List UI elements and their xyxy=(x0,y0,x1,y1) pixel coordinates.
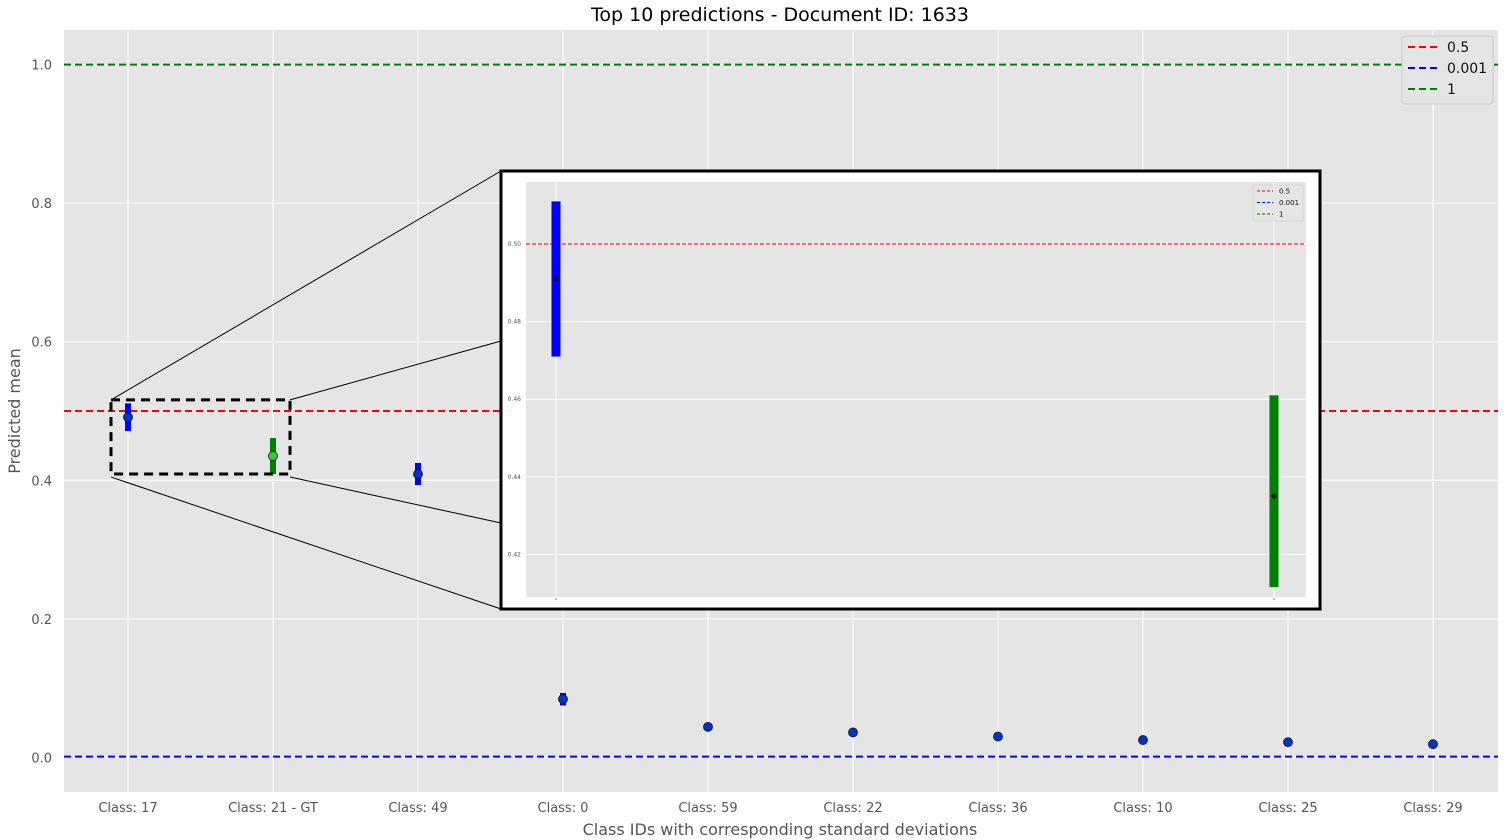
inset-y-tick-label: 0.48 xyxy=(508,319,522,326)
y-tick-label: 0.6 xyxy=(31,336,52,351)
y-axis-label: Predicted mean xyxy=(5,348,24,474)
inset-error-bar xyxy=(1269,395,1279,587)
zoom-region xyxy=(109,398,292,476)
data-point xyxy=(703,721,713,732)
connector-line xyxy=(110,476,502,610)
legend-label: 1 xyxy=(1447,82,1456,98)
x-tick-label: Class: 0 xyxy=(538,801,589,816)
y-tick-label: 0.2 xyxy=(31,613,52,628)
y-tick-label: 0.4 xyxy=(31,474,52,489)
x-tick-label: Class: 17 xyxy=(98,801,157,816)
y-tick-label: 0.0 xyxy=(31,751,52,766)
x-axis-label: Class IDs with corresponding standard de… xyxy=(583,820,978,839)
legend-label: 0.001 xyxy=(1447,61,1487,77)
x-tick-label: Class: 21 - GT xyxy=(228,801,318,816)
inset-legend: 0.5 0.001 1 xyxy=(1252,184,1304,222)
inset-y-tick-label: 0.46 xyxy=(508,396,522,403)
x-tick-label: Class: 10 xyxy=(1113,801,1172,816)
x-tick-label: Class: 49 xyxy=(388,801,447,816)
connector-line xyxy=(289,476,502,524)
x-tick-label: Class: 22 xyxy=(823,801,882,816)
data-point xyxy=(1283,737,1293,748)
data-point xyxy=(123,412,133,423)
inset-legend-label: 0.001 xyxy=(1279,199,1299,207)
data-point xyxy=(558,694,568,705)
data-point xyxy=(1138,735,1148,745)
data-point xyxy=(848,727,858,738)
data-point xyxy=(268,451,278,461)
x-tick-label: Class: 29 xyxy=(1403,801,1462,816)
inset-y-tick-label: 0.44 xyxy=(508,474,522,481)
x-tick-label: Class: 25 xyxy=(1258,801,1317,816)
chart-title: Top 10 predictions - Document ID: 1633 xyxy=(590,4,969,26)
x-tick-label: Class: 59 xyxy=(678,801,737,816)
inset-data-point xyxy=(553,276,559,282)
inset-chart: 0.42 0.44 0.46 0.48 0.50 0.5 0.001 1 xyxy=(499,169,1322,611)
inset-y-tick-label: 0.50 xyxy=(508,241,522,248)
inset-data-point xyxy=(1271,493,1277,499)
connector-line xyxy=(110,170,502,401)
inset-legend-label: 0.5 xyxy=(1279,188,1290,196)
inset-legend-box xyxy=(1252,184,1304,222)
data-point xyxy=(1428,739,1438,750)
inset-legend-label: 1 xyxy=(1279,211,1283,219)
x-tick-label: Class: 36 xyxy=(968,801,1027,816)
data-point xyxy=(993,731,1003,742)
inset-y-tick-label: 0.42 xyxy=(508,551,522,558)
data-point xyxy=(413,469,423,479)
y-tick-label: 1.0 xyxy=(31,59,52,74)
y-tick-label: 0.8 xyxy=(31,197,52,212)
inset-plot-area xyxy=(526,182,1306,597)
legend-box xyxy=(1401,35,1494,105)
legend: 0.5 0.001 1 xyxy=(1401,35,1494,105)
connector-line xyxy=(289,340,502,401)
legend-label: 0.5 xyxy=(1447,40,1469,56)
